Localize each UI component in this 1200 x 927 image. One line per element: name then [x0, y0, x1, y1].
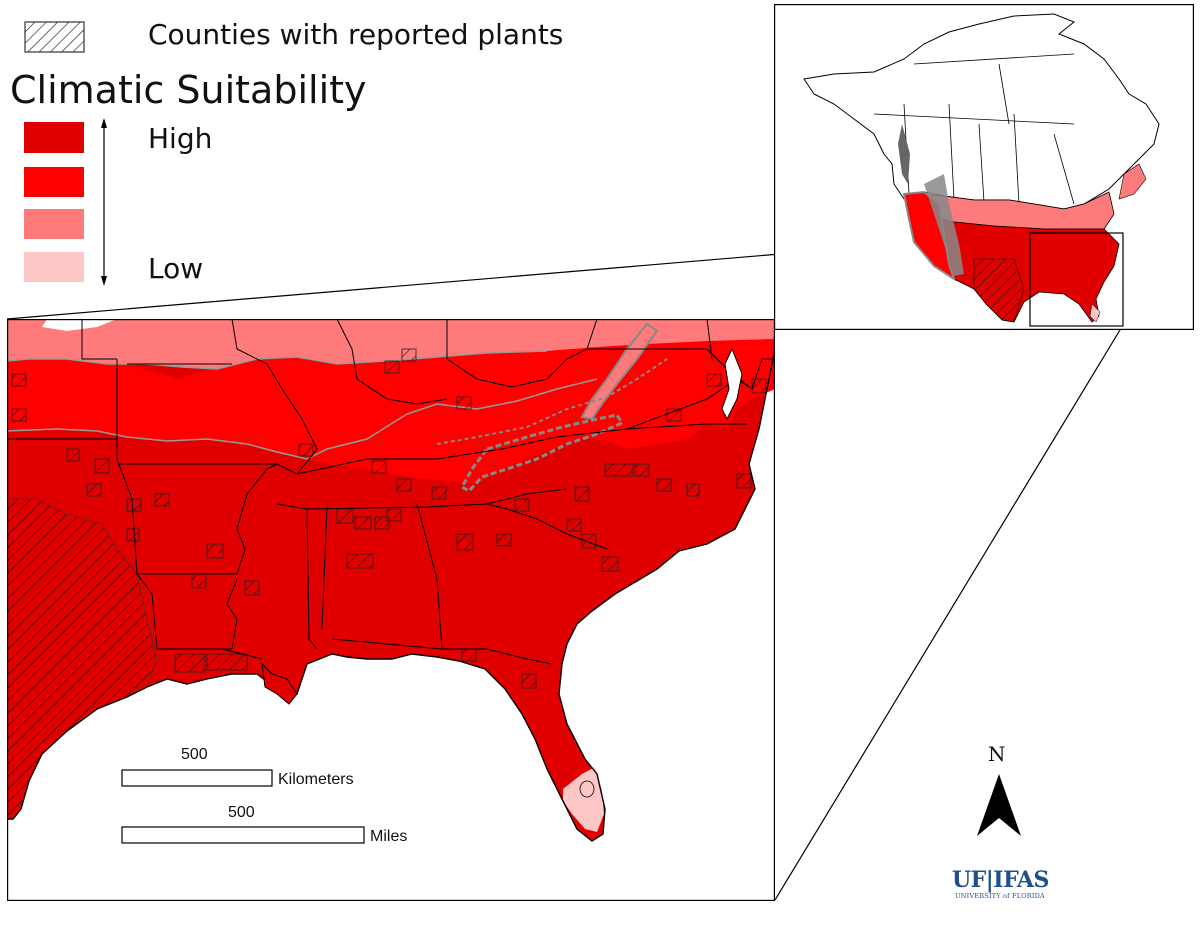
mi-scale-unit: Miles	[370, 828, 408, 845]
hatch-legend-label: Counties with reported plants	[148, 18, 564, 51]
state-boundaries	[7, 319, 775, 665]
km-scale-bar	[121, 769, 273, 787]
swatch-mid-low	[24, 209, 84, 239]
north-arrow-label: N	[988, 742, 1006, 766]
inset-west-gray	[924, 174, 964, 276]
uf-ifas-logo: UF|IFAS UNIVERSITY of FLORIDA	[952, 867, 1049, 900]
mi-scale-value: 500	[228, 804, 255, 821]
suitability-mid-low-band	[7, 319, 775, 369]
hatch-swatch	[24, 21, 85, 53]
swatch-mid-high	[24, 167, 84, 197]
land-area	[7, 319, 775, 841]
swatch-low	[24, 252, 84, 282]
high-label: High	[148, 122, 213, 155]
scale-bars	[121, 769, 365, 844]
km-scale-unit: Kilometers	[278, 771, 354, 788]
gradient-arrow	[101, 118, 107, 286]
inset-florida-tip	[1089, 303, 1101, 323]
km-scale-value: 500	[181, 746, 208, 763]
band-boundary-gray-2	[7, 350, 548, 370]
mississippi-delta	[261, 662, 298, 705]
low-label: Low	[148, 252, 204, 285]
logo-sub-text: UNIVERSITY of FLORIDA	[955, 892, 1045, 900]
inset-texas-hatch	[973, 258, 1025, 323]
lake-okeechobee	[579, 780, 595, 798]
inset-northeast-pale	[1118, 163, 1147, 200]
suitability-low-patch-north	[42, 319, 117, 331]
swatch-high	[24, 122, 84, 153]
legend	[24, 21, 107, 286]
hatched-counties-scattered	[11, 348, 767, 689]
coastline	[7, 348, 775, 842]
suitability-low-south-florida	[563, 767, 604, 832]
main-map	[7, 319, 775, 901]
inset-map-north-america	[774, 4, 1194, 330]
unsuitable-appalachian-gray-2	[436, 358, 668, 445]
unsuitable-appalachian-gray	[459, 413, 625, 493]
suitability-mid-high-band	[7, 329, 775, 484]
inset-extent-box	[1029, 232, 1124, 327]
logo-main-text: UF|IFAS	[952, 867, 1049, 893]
chesapeake-bay	[721, 347, 743, 421]
north-arrow-icon	[977, 774, 1021, 836]
legend-title: Climatic Suitability	[10, 68, 367, 112]
inset-canada	[803, 13, 1160, 210]
inset-pacific-coast-gray	[898, 124, 910, 184]
mi-scale-bar	[121, 826, 365, 844]
